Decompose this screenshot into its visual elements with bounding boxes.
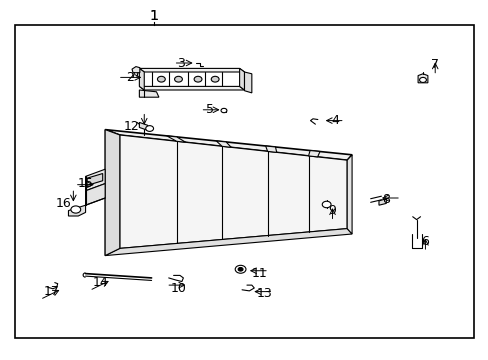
Polygon shape bbox=[139, 68, 144, 90]
Text: 11: 11 bbox=[251, 267, 266, 280]
Polygon shape bbox=[68, 205, 85, 216]
Polygon shape bbox=[139, 86, 244, 90]
Polygon shape bbox=[105, 229, 351, 256]
Polygon shape bbox=[87, 174, 102, 185]
Circle shape bbox=[238, 267, 243, 271]
Text: 8: 8 bbox=[382, 193, 389, 206]
Circle shape bbox=[211, 76, 219, 82]
Circle shape bbox=[235, 265, 245, 273]
Text: 2: 2 bbox=[125, 71, 133, 84]
Circle shape bbox=[71, 206, 81, 213]
Circle shape bbox=[145, 126, 153, 131]
Polygon shape bbox=[244, 72, 251, 93]
Text: 1: 1 bbox=[149, 9, 158, 23]
Text: 12: 12 bbox=[124, 120, 140, 132]
Text: 16: 16 bbox=[56, 197, 71, 210]
Polygon shape bbox=[85, 184, 105, 205]
Text: 7: 7 bbox=[430, 58, 438, 71]
Polygon shape bbox=[166, 136, 185, 142]
Text: 5: 5 bbox=[206, 103, 214, 116]
Polygon shape bbox=[85, 169, 105, 191]
Polygon shape bbox=[105, 130, 120, 256]
Polygon shape bbox=[216, 141, 231, 147]
Polygon shape bbox=[417, 74, 427, 83]
Text: 13: 13 bbox=[256, 287, 271, 300]
Polygon shape bbox=[139, 90, 159, 97]
Bar bbox=[15, 25, 473, 338]
Polygon shape bbox=[132, 67, 140, 73]
Circle shape bbox=[221, 108, 226, 113]
Circle shape bbox=[194, 76, 202, 82]
Text: 1: 1 bbox=[149, 9, 158, 23]
Polygon shape bbox=[105, 130, 120, 256]
Circle shape bbox=[322, 201, 330, 208]
Text: 6: 6 bbox=[421, 235, 428, 248]
Polygon shape bbox=[346, 155, 351, 234]
Polygon shape bbox=[239, 68, 244, 90]
Polygon shape bbox=[308, 150, 319, 157]
Circle shape bbox=[419, 77, 426, 82]
Text: 17: 17 bbox=[43, 285, 59, 298]
Text: 15: 15 bbox=[78, 177, 93, 190]
Text: 3: 3 bbox=[177, 57, 184, 69]
Text: 10: 10 bbox=[170, 282, 186, 294]
Polygon shape bbox=[265, 146, 276, 152]
Polygon shape bbox=[139, 68, 244, 72]
Circle shape bbox=[157, 76, 165, 82]
Circle shape bbox=[174, 76, 182, 82]
Polygon shape bbox=[105, 130, 351, 160]
Text: 14: 14 bbox=[92, 276, 108, 289]
Text: 4: 4 bbox=[330, 114, 338, 127]
Polygon shape bbox=[378, 199, 386, 205]
Text: 9: 9 bbox=[328, 204, 336, 217]
Polygon shape bbox=[139, 122, 147, 130]
Polygon shape bbox=[120, 135, 346, 248]
